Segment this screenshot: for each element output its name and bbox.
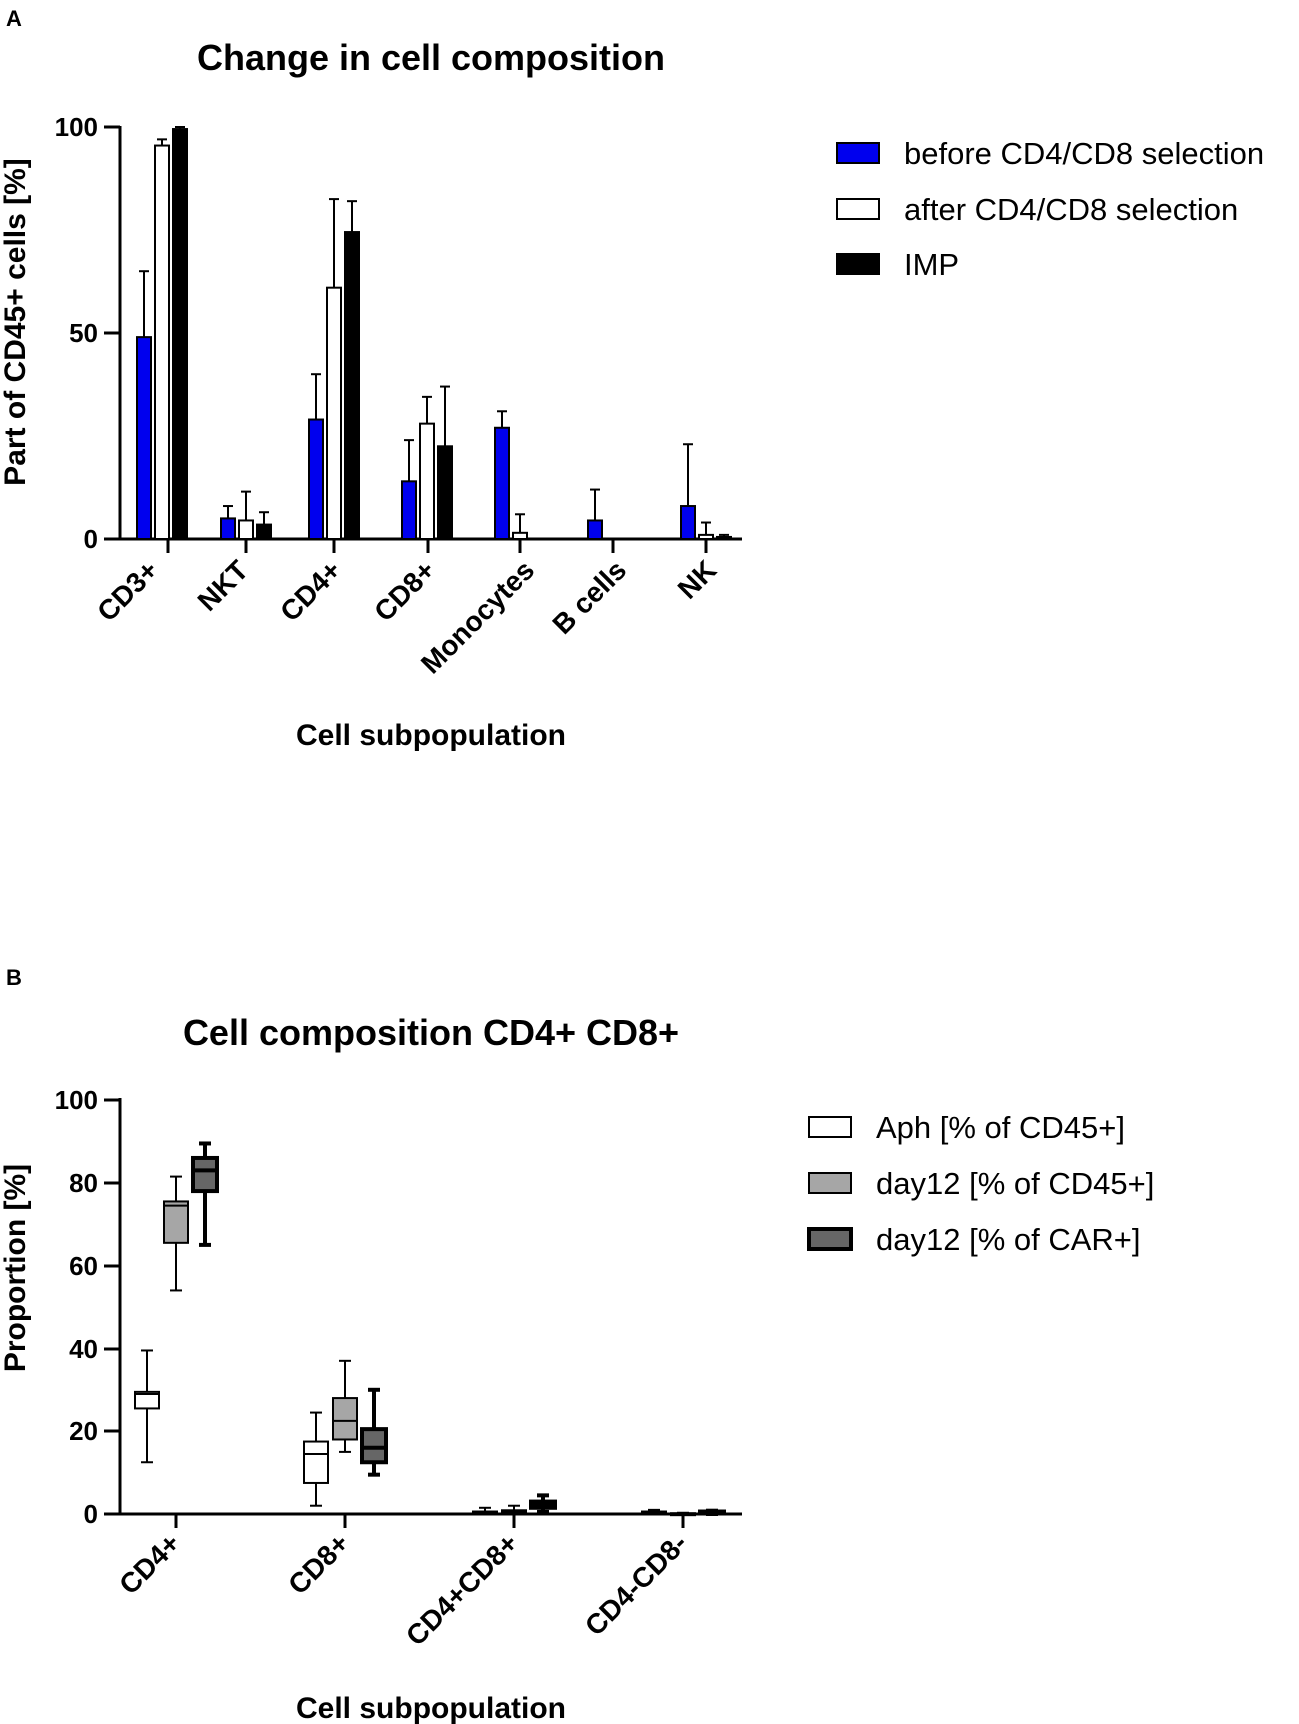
box-cd8-aph-of-cd45: [303, 1440, 329, 1484]
chart-b-title: Cell composition CD4+ CD8+: [183, 1012, 679, 1053]
chart-b-cat-label-cd4cd8: CD4+CD8+: [400, 1527, 524, 1651]
chart-b-ytick-label-40: 40: [69, 1334, 98, 1364]
chart-a-cat-label-cd3: CD3+: [91, 554, 164, 627]
chart-b-ytick-label-60: 60: [69, 1251, 98, 1281]
legend-a-swatch-before: [836, 142, 880, 164]
chart-b-cat-label-dn: CD4-CD8-: [579, 1527, 693, 1641]
panel-b-letter: B: [6, 965, 22, 990]
chart-a-cat-label-bcells: B cells: [546, 554, 632, 640]
chart-a-x-axis: CD3+ NKT CD4+ CD8+ Monocytes B cells NK: [91, 537, 742, 680]
legend-a-label-before: before CD4/CD8 selection: [904, 136, 1264, 171]
bar-cd8-before-cd4-cd8-selection: [401, 480, 417, 541]
bar-cd3-after-cd4-cd8-selection: [154, 144, 170, 540]
box-cd8-day12-of-car: [360, 1427, 388, 1465]
legend-b-label-aph: Aph [% of CD45+]: [876, 1110, 1125, 1145]
legend-b-swatch-day12-cd45: [808, 1172, 852, 1194]
chart-b-xlabel: Cell subpopulation: [296, 1692, 566, 1724]
chart-a-ytick-label-100: 100: [55, 112, 98, 142]
chart-a-title: Change in cell composition: [197, 37, 665, 78]
chart-b-cat-label-cd8: CD8+: [282, 1527, 355, 1600]
bar-cd4-after-cd4-cd8-selection: [326, 286, 342, 540]
chart-a-cat-label-nkt: NKT: [192, 554, 255, 617]
legend-b-label-day12-car: day12 [% of CAR+]: [876, 1222, 1141, 1257]
legend-a-swatch-imp: [836, 253, 880, 275]
legend-b-swatch-aph: [808, 1116, 852, 1138]
bar-nk-after-cd4-cd8-selection: [698, 533, 714, 541]
chart-b-ytick-label-80: 80: [69, 1168, 98, 1198]
bar-cd8-after-cd4-cd8-selection: [419, 422, 435, 541]
bar-nkt-after-cd4-cd8-selection: [238, 519, 254, 541]
legend-a-swatch-after: [836, 198, 880, 220]
bar-cd4-before-cd4-cd8-selection: [308, 418, 324, 540]
chart-a-legend: before CD4/CD8 selection after CD4/CD8 s…: [836, 136, 1264, 282]
box-cd4-day12-of-car: [191, 1155, 219, 1194]
bar-nkt-before-cd4-cd8-selection: [220, 517, 236, 541]
chart-b-ytick-label-100: 100: [55, 1085, 98, 1115]
bar-cd8-imp: [437, 445, 453, 540]
chart-a-y-axis: 100 50 0: [55, 112, 122, 554]
chart-b-y-axis: 100 80 60 40 20 0: [55, 1085, 122, 1529]
legend-b-label-day12-cd45: day12 [% of CD45+]: [876, 1166, 1154, 1201]
bar-nkt-imp: [256, 523, 272, 541]
chart-a-ytick-label-0: 0: [84, 524, 98, 554]
box-cd4-aph-of-cd45: [134, 1390, 160, 1410]
chart-a-xlabel: Cell subpopulation: [296, 719, 566, 752]
box-cd4-day12-of-cd45: [163, 1200, 189, 1244]
legend-a-label-after: after CD4/CD8 selection: [904, 192, 1238, 227]
chart-a-ytick-label-50: 50: [69, 318, 98, 348]
chart-a-bars: [136, 126, 732, 541]
bar-nk-imp: [716, 535, 732, 541]
bar-nk-before-cd4-cd8-selection: [680, 505, 696, 541]
panel-a-letter: A: [6, 6, 22, 31]
chart-a-cat-label-cd8: CD8+: [368, 554, 441, 627]
chart-b-ytick-label-20: 20: [69, 1416, 98, 1446]
bar-monocytes-before-cd4-cd8-selection: [494, 426, 510, 541]
legend-b-swatch-day12-car: [807, 1227, 853, 1251]
legend-a-label-imp: IMP: [904, 247, 959, 282]
chart-b-legend: Aph [% of CD45+] day12 [% of CD45+] day1…: [807, 1110, 1154, 1257]
box-cd8-day12-of-cd45: [332, 1397, 358, 1441]
chart-b-boxes: [134, 1141, 726, 1517]
bar-cd3-imp: [172, 128, 188, 540]
bar-cd4-imp: [344, 231, 360, 540]
chart-b-x-axis: CD4+ CD8+ CD4+CD8+ CD4-CD8-: [113, 1512, 742, 1652]
chart-a-cat-label-cd4: CD4+: [274, 554, 347, 627]
bar-monocytes-after-cd4-cd8-selection: [512, 531, 528, 541]
chart-a-cat-label-nk: NK: [672, 554, 723, 605]
bar-cd3-before-cd4-cd8-selection: [136, 336, 152, 540]
chart-b-cat-label-cd4: CD4+: [113, 1527, 186, 1600]
chart-b-ylabel: Proportion [%]: [0, 1164, 32, 1372]
chart-b-ytick-label-0: 0: [84, 1499, 98, 1529]
chart-a-ylabel: Part of CD45+ cells [%]: [0, 158, 32, 486]
bar-b-cells-before-cd4-cd8-selection: [587, 519, 603, 541]
